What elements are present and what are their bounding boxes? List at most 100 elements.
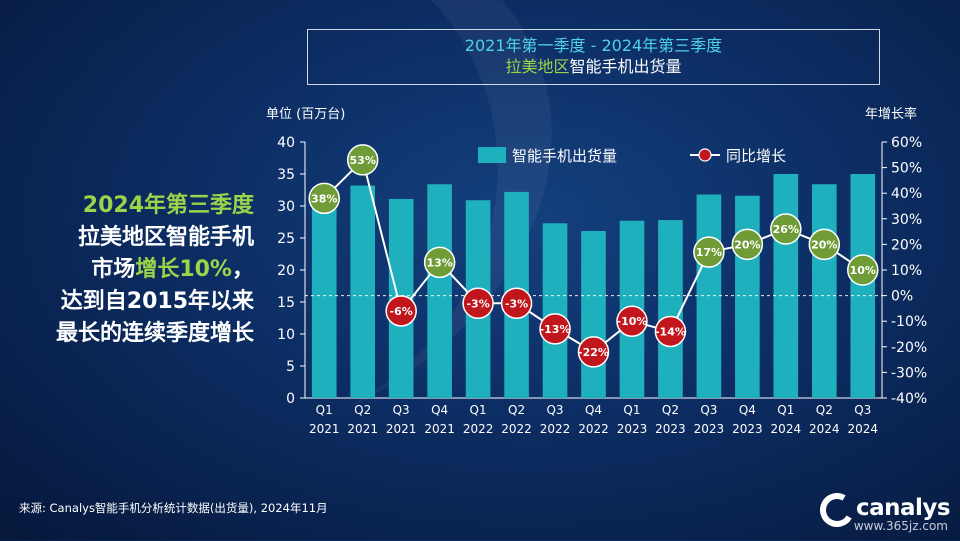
x-tick-label-year: 2021 bbox=[386, 422, 417, 436]
left-tick-label: 35 bbox=[277, 167, 295, 183]
growth-marker bbox=[577, 336, 610, 368]
bar bbox=[850, 174, 876, 398]
x-tick-label-year: 2024 bbox=[847, 422, 878, 436]
growth-data-label: -3% bbox=[505, 297, 528, 310]
headline-line3-a: 市场 bbox=[91, 257, 136, 282]
right-tick-label: 30% bbox=[891, 212, 922, 228]
headline-line1: 2024年第三季度 bbox=[82, 193, 254, 218]
growth-data-label: -14% bbox=[655, 325, 686, 338]
bar bbox=[735, 195, 760, 398]
x-tick-label-quarter: Q4 bbox=[431, 403, 448, 417]
x-tick-label-quarter: Q3 bbox=[393, 403, 410, 417]
bar bbox=[658, 220, 683, 398]
headline-line5: 最长的连续季度增长 bbox=[55, 321, 254, 346]
watermark: www.365jz.com bbox=[853, 519, 948, 533]
x-tick-label-year: 2021 bbox=[424, 422, 455, 436]
left-tick-label: 40 bbox=[277, 135, 295, 151]
x-tick-label-year: 2023 bbox=[617, 422, 648, 436]
x-tick-label-year: 2024 bbox=[771, 422, 802, 436]
growth-marker bbox=[808, 228, 841, 261]
x-tick-label-year: 2022 bbox=[540, 422, 571, 436]
growth-data-label: -22% bbox=[578, 346, 609, 359]
right-tick-label: -30% bbox=[891, 365, 927, 381]
headline: 2024年第三季度 拉美地区智能手机 市场增长10%， 达到自2015年以来 最… bbox=[0, 190, 254, 350]
x-tick-label-quarter: Q4 bbox=[739, 403, 756, 417]
left-tick-label: 10 bbox=[277, 327, 295, 343]
title-metric: 智能手机出货量 bbox=[569, 57, 682, 76]
x-tick-label-quarter: Q2 bbox=[662, 403, 679, 417]
right-tick-label: -40% bbox=[891, 391, 927, 407]
bar bbox=[311, 204, 337, 398]
chart-title-box: 2021年第一季度 - 2024年第三季度 拉美地区智能手机出货量 bbox=[307, 29, 880, 85]
left-tick-label: 30 bbox=[277, 199, 295, 215]
x-tick-label-year: 2022 bbox=[501, 422, 532, 436]
growth-marker bbox=[462, 287, 494, 320]
growth-data-label: -13% bbox=[540, 323, 571, 336]
growth-marker bbox=[693, 236, 725, 268]
legend-bar-label: 智能手机出货量 bbox=[512, 147, 617, 165]
title-region: 拉美地区 bbox=[505, 57, 570, 76]
growth-marker bbox=[731, 228, 764, 261]
bar bbox=[581, 230, 606, 398]
x-tick-label-quarter: Q3 bbox=[546, 403, 563, 417]
x-tick-label-year: 2021 bbox=[309, 422, 340, 436]
growth-data-label: 20% bbox=[734, 238, 760, 251]
growth-marker bbox=[423, 246, 456, 279]
right-axis-title: 年增长率 bbox=[865, 106, 917, 122]
left-axis-title: 单位 (百万台) bbox=[266, 107, 345, 122]
legend-line-label: 同比增长 bbox=[726, 147, 786, 165]
headline-line3: 市场增长10%， bbox=[0, 254, 254, 286]
x-tick-label-year: 2021 bbox=[347, 422, 378, 436]
x-tick-label-year: 2023 bbox=[655, 422, 686, 436]
right-tick-label: -20% bbox=[891, 340, 927, 356]
canalys-logo-icon bbox=[820, 493, 854, 527]
x-tick-label-quarter: Q1 bbox=[316, 403, 333, 417]
right-tick-label: 50% bbox=[891, 161, 922, 177]
chart-title-line2: 拉美地区智能手机出货量 bbox=[308, 56, 879, 78]
x-tick-label-quarter: Q3 bbox=[854, 403, 871, 417]
x-tick-label-year: 2023 bbox=[732, 422, 763, 436]
x-tick-label-quarter: Q2 bbox=[354, 403, 371, 417]
right-tick-label: -10% bbox=[891, 314, 927, 330]
right-tick-label: 40% bbox=[891, 186, 922, 202]
x-tick-label-year: 2023 bbox=[694, 422, 725, 436]
growth-marker bbox=[308, 182, 340, 215]
right-tick-label: 60% bbox=[891, 135, 922, 151]
growth-data-label: -3% bbox=[466, 297, 489, 310]
growth-data-label: 13% bbox=[426, 256, 452, 269]
bar bbox=[696, 194, 722, 398]
growth-marker bbox=[847, 254, 879, 286]
growth-data-label: 20% bbox=[811, 238, 837, 251]
growth-data-label: -6% bbox=[390, 305, 413, 318]
growth-data-label: -10% bbox=[617, 315, 648, 328]
growth-marker bbox=[346, 144, 379, 176]
x-tick-label-quarter: Q1 bbox=[777, 403, 794, 417]
bar bbox=[811, 184, 837, 398]
growth-marker bbox=[385, 295, 417, 327]
x-tick-label-quarter: Q3 bbox=[700, 403, 717, 417]
growth-data-label: 53% bbox=[350, 154, 376, 167]
growth-data-label: 38% bbox=[311, 192, 337, 205]
x-tick-label-year: 2022 bbox=[578, 422, 609, 436]
growth-marker bbox=[654, 315, 687, 348]
bar bbox=[773, 174, 799, 398]
bar bbox=[427, 184, 452, 398]
chart-title-line1: 2021年第一季度 - 2024年第三季度 bbox=[464, 36, 723, 55]
headline-growth: 增长10% bbox=[135, 257, 232, 282]
growth-marker bbox=[539, 313, 571, 345]
x-tick-label-quarter: Q2 bbox=[816, 403, 833, 417]
right-tick-label: 20% bbox=[891, 237, 922, 253]
growth-data-label: 17% bbox=[696, 246, 722, 259]
x-tick-label-quarter: Q1 bbox=[623, 403, 640, 417]
growth-marker bbox=[500, 287, 533, 320]
canalys-logo: canalys bbox=[820, 493, 951, 529]
left-tick-label: 0 bbox=[286, 391, 295, 407]
growth-marker bbox=[770, 213, 802, 245]
left-tick-label: 5 bbox=[286, 359, 295, 375]
bar bbox=[542, 223, 568, 398]
legend-line-marker bbox=[698, 148, 712, 162]
left-tick-label: 25 bbox=[277, 231, 295, 247]
legend-bar-swatch bbox=[478, 147, 506, 163]
right-tick-label: 10% bbox=[891, 263, 922, 279]
